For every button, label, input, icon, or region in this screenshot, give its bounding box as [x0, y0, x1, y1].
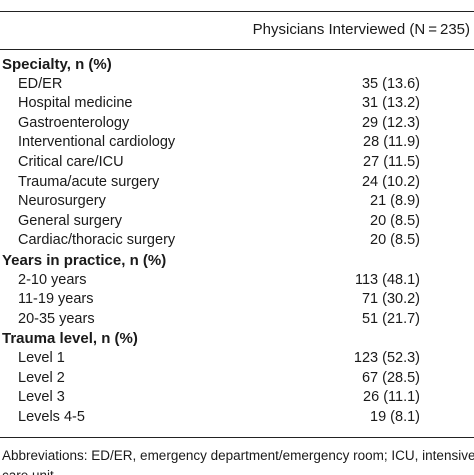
- row-value: 71 (30.2): [361, 291, 420, 308]
- section-header-years-in-practice: Years in practice, n (%): [0, 251, 474, 271]
- table-row: Level 2 67 (28.5): [0, 369, 474, 389]
- row-value: 31 (13.2): [361, 95, 420, 112]
- table-row: General surgery 20 (8.5): [0, 212, 474, 232]
- table-row: Critical care/ICU 27 (11.5): [0, 153, 474, 173]
- table-row: Interventional cardiology 28 (11.9): [0, 133, 474, 153]
- table-row: Level 1 123 (52.3): [0, 349, 474, 369]
- row-label: General surgery: [18, 212, 122, 229]
- table-body: Specialty, n (%) ED/ER 35 (13.6) Hospita…: [0, 55, 474, 427]
- table-row: Cardiac/thoracic surgery 20 (8.5): [0, 231, 474, 251]
- row-value: 19 (8.1): [370, 408, 420, 425]
- header-rule: [0, 49, 474, 50]
- table-row: ED/ER 35 (13.6): [0, 75, 474, 95]
- section-header-specialty: Specialty, n (%): [0, 55, 474, 75]
- section-title: Trauma level, n (%): [2, 330, 138, 348]
- table-bottom-rule: [0, 437, 474, 438]
- section-title: Years in practice, n (%): [2, 251, 167, 269]
- section-header-trauma-level: Trauma level, n (%): [0, 329, 474, 349]
- row-label: Critical care/ICU: [18, 153, 124, 170]
- row-label: Hospital medicine: [18, 95, 133, 112]
- row-label: Level 2: [18, 369, 65, 386]
- row-label: 2-10 years: [18, 271, 87, 288]
- row-label: 11-19 years: [18, 291, 94, 308]
- row-value: 26 (11.1): [363, 389, 420, 406]
- row-label: Level 1: [18, 349, 65, 366]
- table-row: Hospital medicine 31 (13.2): [0, 94, 474, 114]
- table-row: Levels 4-5 19 (8.1): [0, 408, 474, 428]
- row-label: Level 3: [18, 389, 65, 406]
- row-value: 28 (11.9): [363, 134, 420, 151]
- row-value: 29 (12.3): [361, 114, 420, 131]
- table-footnote: Abbreviations: ED/ER, emergency departme…: [2, 446, 474, 475]
- row-label: Cardiac/thoracic surgery: [18, 232, 176, 249]
- table-row: 11-19 years 71 (30.2): [0, 290, 474, 310]
- table-row: 2-10 years 113 (48.1): [0, 271, 474, 291]
- row-value: 113 (48.1): [354, 271, 420, 288]
- table-row: Neurosurgery 21 (8.9): [0, 192, 474, 212]
- row-value: 35 (13.6): [361, 75, 420, 92]
- table-row: Gastroenterology 29 (12.3): [0, 114, 474, 134]
- section-title: Specialty, n (%): [2, 56, 112, 73]
- row-label: Neurosurgery: [18, 193, 106, 210]
- row-label: Trauma/acute surgery: [18, 173, 160, 190]
- row-value: 67 (28.5): [361, 369, 420, 386]
- footnote-line-1: Abbreviations: ED/ER, emergency departme…: [2, 448, 474, 463]
- row-value: 24 (10.2): [361, 173, 420, 190]
- row-value: 20 (8.5): [370, 232, 420, 249]
- table-row: 20-35 years 51 (21.7): [0, 310, 474, 330]
- column-header: Physicians Interviewed (N = 235): [252, 21, 470, 38]
- table-row: Level 3 26 (11.1): [0, 388, 474, 408]
- row-value: 123 (52.3): [353, 349, 420, 366]
- row-label: ED/ER: [18, 75, 63, 92]
- row-value: 20 (8.5): [370, 212, 420, 229]
- row-label: Gastroenterology: [18, 114, 130, 131]
- row-value: 51 (21.7): [361, 310, 420, 327]
- row-label: 20-35 years: [18, 310, 95, 327]
- row-label: Interventional cardiology: [18, 134, 176, 151]
- row-label: Levels 4-5: [18, 408, 85, 425]
- table-row: Trauma/acute surgery 24 (10.2): [0, 173, 474, 193]
- table-top-rule: [0, 11, 474, 12]
- row-value: 27 (11.5): [363, 153, 420, 170]
- row-value: 21 (8.9): [370, 193, 420, 210]
- footnote-line-2: care unit.: [2, 466, 474, 475]
